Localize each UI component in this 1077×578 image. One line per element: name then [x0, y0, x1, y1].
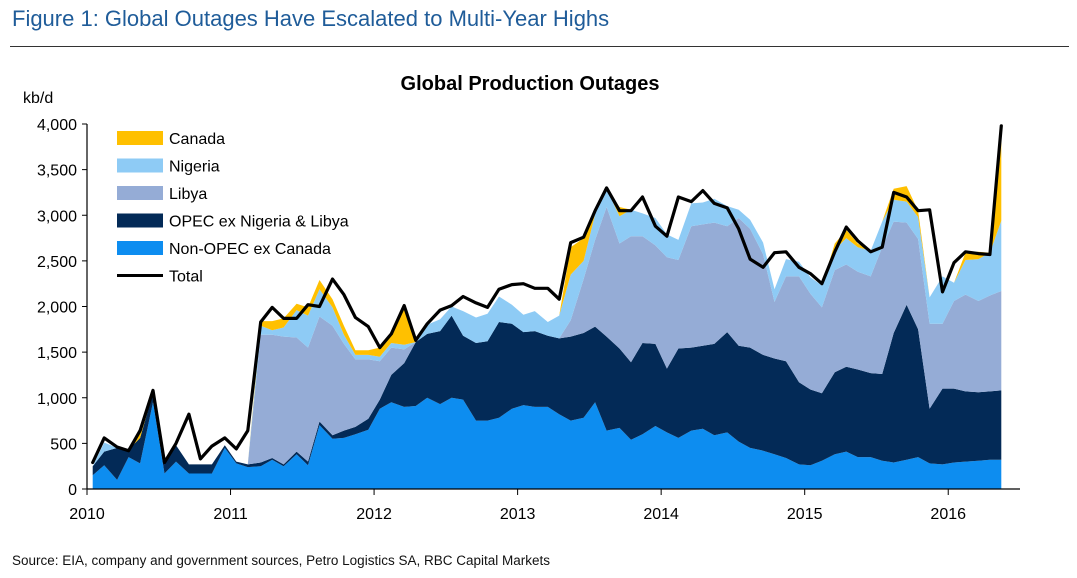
- y-tick-label: 2,000: [37, 300, 77, 317]
- y-tick-label: 1,000: [37, 391, 77, 408]
- x-tick-label: 2013: [500, 506, 536, 523]
- area-libya: [92, 207, 1002, 467]
- y-tick-label: 2,500: [37, 254, 77, 271]
- y-tick-label: 4,000: [37, 117, 77, 134]
- legend-label-canada: Canada: [169, 131, 225, 148]
- legend-swatch-non-opec-ex-canada: [117, 241, 163, 255]
- title-divider: [10, 46, 1069, 47]
- area-opec-ex-nigeria-and-libya: [92, 304, 1002, 480]
- total-line: [91, 124, 1003, 465]
- y-tick-label: 500: [50, 436, 77, 453]
- legend-label-total: Total: [169, 269, 203, 286]
- legend-label-libya: Libya: [169, 186, 207, 203]
- stacked-areas: [92, 127, 1002, 489]
- legend-label-non-opec-ex-canada: Non-OPEC ex Canada: [169, 241, 331, 258]
- x-tick-label: 2012: [356, 506, 392, 523]
- area-nigeria: [92, 188, 1002, 467]
- legend-swatch-nigeria: [117, 158, 163, 173]
- x-tick-label: 2016: [930, 506, 966, 523]
- x-tick-label: 2014: [643, 506, 679, 523]
- legend-swatch-opec-ex-nigeria-and-libya: [117, 213, 163, 228]
- y-tick-label: 0: [68, 482, 77, 499]
- legend-swatch-libya: [117, 186, 163, 200]
- y-tick-label: 1,500: [37, 345, 77, 362]
- outages-chart: Global Production Outages kb/d 0 500 1,000…: [23, 73, 1020, 523]
- figure-title: Figure 1: Global Outages Have Escalated …: [12, 6, 610, 31]
- legend-label-opec-ex-nigeria-and-libya: OPEC ex Nigeria & Libya: [169, 214, 349, 231]
- x-tick-label: 2015: [787, 506, 823, 523]
- legend-swatch-canada: [117, 131, 163, 145]
- y-tick-label: 3,000: [37, 208, 77, 225]
- y-axis-unit: kb/d: [23, 90, 53, 107]
- x-tick-label: 2010: [69, 506, 105, 523]
- chart-title: Global Production Outages: [401, 73, 660, 95]
- axes: 0 500 1,000 1,500 2,000 2,500 3,000 3,500 4,000 2…: [37, 117, 1020, 523]
- source-note: Source: EIA, company and government sour…: [12, 553, 550, 568]
- legend-label-nigeria: Nigeria: [169, 159, 220, 176]
- total-layer: [91, 124, 1003, 465]
- y-tick-label: 3,500: [37, 163, 77, 180]
- area-non-opec-ex-canada: [92, 397, 1002, 489]
- x-tick-label: 2011: [213, 506, 248, 523]
- legend: Canada Nigeria Libya OPEC ex Nigeria & Liby…: [117, 131, 349, 286]
